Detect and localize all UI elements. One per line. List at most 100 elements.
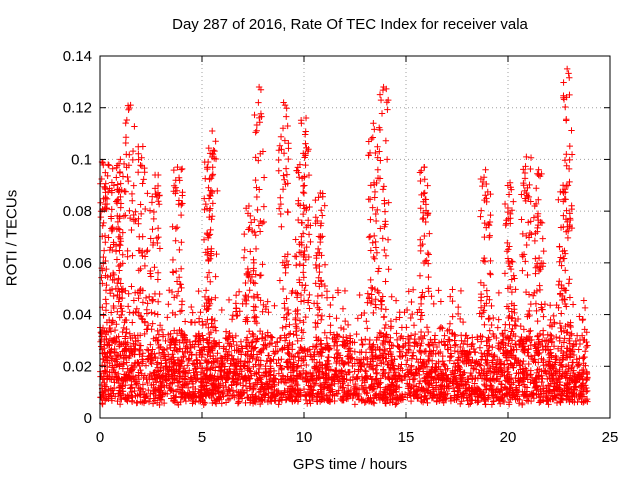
data-point [257,150,264,157]
data-point [425,273,432,281]
data-point [441,332,448,339]
data-point [283,257,290,265]
data-point [576,340,584,348]
data-point [532,264,539,271]
data-point [154,327,161,335]
data-point [227,360,234,367]
data-point [113,373,120,380]
data-point [206,346,213,354]
data-point [123,316,130,324]
data-point [568,127,575,134]
data-point [257,386,264,393]
data-point [196,347,203,354]
data-point [393,336,401,344]
data-point [539,235,546,242]
data-point [417,349,425,357]
data-point [149,226,156,233]
data-point [196,359,203,367]
data-point [529,292,537,299]
data-point [555,384,562,391]
data-point [510,198,517,205]
data-point [178,284,185,292]
data-point [179,200,186,207]
data-point [532,300,540,307]
data-point [382,392,389,400]
data-point [210,397,218,404]
chart-title: Day 287 of 2016, Rate Of TEC Index for r… [172,16,528,33]
data-point [297,362,305,369]
data-point [199,332,206,339]
data-point [167,387,174,394]
data-point [341,387,348,395]
data-point [243,352,251,359]
data-point [405,288,412,295]
data-point [368,349,375,356]
data-point [520,391,528,399]
data-point [202,175,209,182]
data-point [247,353,254,360]
data-point [128,283,135,290]
data-point [462,351,469,359]
data-point [330,342,338,350]
data-point [461,369,468,377]
data-point [380,183,388,190]
data-point [202,200,209,208]
data-point [274,347,281,355]
data-point [151,310,158,317]
data-point [224,388,231,395]
data-point [122,119,129,127]
data-point [309,386,317,394]
data-point [157,343,164,351]
data-point [275,147,283,154]
data-point [481,258,489,265]
data-point [285,331,293,338]
data-point [226,329,233,337]
data-point [353,384,361,392]
data-point [368,398,375,406]
data-point [339,384,346,392]
data-point [185,357,192,365]
data-point [152,391,159,399]
data-point [501,270,509,277]
data-point [377,96,385,104]
data-point [521,374,529,381]
data-point [230,338,237,345]
data-point [189,360,197,367]
data-point [379,293,386,300]
data-point [269,391,277,399]
data-point [175,274,183,281]
data-point [163,345,171,353]
data-point [277,133,285,140]
data-point [380,337,387,344]
data-point [455,363,463,370]
data-point [285,155,292,163]
data-point [176,246,183,254]
data-point [126,151,133,158]
data-point [119,260,126,267]
data-point [489,330,497,338]
data-point [464,341,471,348]
data-point [489,344,496,351]
data-point [120,212,128,220]
data-point [128,384,136,391]
data-point [396,314,403,321]
data-point [387,323,395,330]
data-point [171,294,178,301]
data-point [551,394,559,402]
data-point [222,334,230,342]
data-point [511,341,519,348]
data-point [363,372,371,379]
data-point [308,386,315,393]
data-point [209,381,216,389]
data-point [103,341,111,348]
data-point [100,312,107,319]
data-point [382,252,390,260]
data-point [563,65,571,73]
data-point [230,379,237,386]
data-point [303,378,310,386]
data-point [512,286,519,293]
data-point [392,297,400,304]
data-point [563,391,570,399]
data-point [354,315,362,322]
data-point [102,307,110,314]
